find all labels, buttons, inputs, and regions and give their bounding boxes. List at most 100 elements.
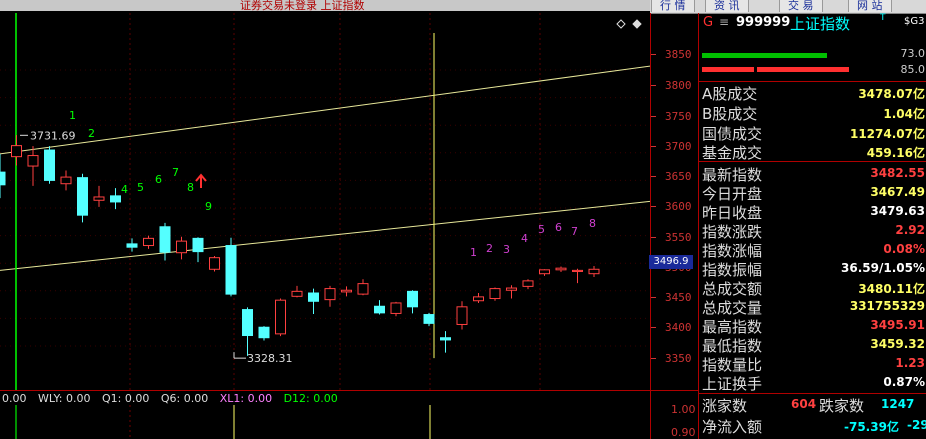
price-tick: 3750 <box>651 110 692 123</box>
count-label: 8 <box>187 181 194 194</box>
advancers-count: 604 <box>791 397 817 411</box>
stat-row: 指数振幅 36.59/1.05% <box>699 259 926 279</box>
count-label: 2 <box>486 242 493 255</box>
count-label: 7 <box>571 225 578 238</box>
price-tick: 3650 <box>651 170 692 183</box>
stat-row: 指数涨幅 0.08% <box>699 240 926 260</box>
stat-value: 3495.91 <box>870 318 925 332</box>
candle-body[interactable] <box>522 280 534 287</box>
candle-body[interactable] <box>126 243 138 248</box>
candle-body[interactable] <box>390 302 402 314</box>
candle-body[interactable] <box>489 288 501 300</box>
indicator-panel[interactable]: 0.00 WLY: 0.00 Q1: 0.00 Q6: 0.00 XL1: 0.… <box>0 391 650 439</box>
candle-body[interactable] <box>27 155 39 167</box>
nav-trade-button[interactable]: 交 易 <box>779 0 823 12</box>
candle-body[interactable] <box>539 269 550 275</box>
trend-line-upper[interactable] <box>0 65 650 155</box>
candle-body[interactable] <box>308 292 319 302</box>
ratio-bar-red <box>702 67 754 72</box>
ratio-value-1: 73.0 <box>900 47 926 60</box>
trend-line-lower[interactable] <box>0 200 650 271</box>
candle-body[interactable] <box>374 305 385 314</box>
candle-body[interactable] <box>110 195 121 203</box>
stat-label: 昨日收盘 <box>702 204 763 222</box>
divider <box>699 393 926 394</box>
candle-body[interactable] <box>209 257 220 270</box>
candle-body[interactable] <box>143 237 154 247</box>
candle-body[interactable] <box>192 237 204 253</box>
stat-label: 指数振幅 <box>702 261 763 279</box>
count-label: 2 <box>88 127 95 140</box>
candle-body[interactable] <box>44 149 55 181</box>
count-label: 1 <box>69 109 76 122</box>
diamond-icon[interactable] <box>632 19 642 29</box>
candle-body[interactable] <box>275 299 286 335</box>
indicator-tick: 0.90 <box>671 426 696 439</box>
candle-body[interactable] <box>572 269 583 272</box>
nav-news-button[interactable]: 资 讯 <box>705 0 749 12</box>
nav-quotes-button[interactable]: 行 情 <box>651 0 695 12</box>
nav-web-button[interactable]: 网 站 <box>848 0 892 12</box>
market-breadth: 涨家数 604 跌家数 1247 净流入额 -75.39亿 -29 <box>699 394 926 439</box>
stat-row: 指数涨跌 2.92 <box>699 221 926 241</box>
count-label: 1 <box>470 246 477 259</box>
stat-row: 指数量比 1.23 <box>699 354 926 374</box>
stat-label: 指数量比 <box>702 356 763 374</box>
candle-body[interactable] <box>456 306 468 325</box>
count-label: 6 <box>155 173 162 186</box>
candle-body[interactable] <box>341 289 352 293</box>
indicator-tick: 1.00 <box>671 403 696 416</box>
candle-body[interactable] <box>473 296 484 302</box>
diamond-outline-icon[interactable] <box>616 19 626 29</box>
stat-value: 0.87% <box>883 375 925 389</box>
stat-row: 今日开盘 3467.49 <box>699 183 926 203</box>
candle-body[interactable] <box>324 288 336 301</box>
arrow-up-icon <box>195 173 207 188</box>
indicator-left-value: 0.00 <box>2 392 27 405</box>
candle-body[interactable] <box>407 290 418 308</box>
candle-body[interactable] <box>588 268 600 275</box>
candle-body[interactable] <box>506 287 517 291</box>
candle-body[interactable] <box>60 176 72 185</box>
stat-row: 国债成交 11274.07亿 <box>699 123 926 143</box>
stat-label: 最新指数 <box>702 166 763 184</box>
divider <box>699 161 926 162</box>
indicator-q1: Q1: 0.00 <box>102 392 150 405</box>
candle-body[interactable] <box>440 337 451 341</box>
stat-label: 基金成交 <box>702 144 763 162</box>
candle-body[interactable] <box>11 145 22 158</box>
indicator-d12: D12: 0.00 <box>283 392 338 405</box>
stat-value: 36.59/1.05% <box>841 261 925 275</box>
candle-body[interactable] <box>258 326 270 339</box>
stat-row: A股成交 3478.07亿 <box>699 83 926 103</box>
stat-value: 459.16亿 <box>866 146 925 160</box>
candle-body[interactable] <box>423 314 435 324</box>
candle-body[interactable] <box>176 240 187 254</box>
candle-body[interactable] <box>555 267 567 271</box>
candle-body[interactable] <box>93 196 105 201</box>
candle-body[interactable] <box>225 245 237 295</box>
stat-value: 0.08% <box>883 242 925 256</box>
candle-body[interactable] <box>159 226 171 253</box>
stat-row: 上证换手 0.87% <box>699 373 926 393</box>
count-label: 7 <box>172 166 179 179</box>
stat-label: B股成交 <box>702 105 758 123</box>
stat-value: 3459.32 <box>870 337 925 351</box>
menu-icon[interactable]: ≡ <box>719 15 730 29</box>
candlestick-chart[interactable]: 3731.69 3328.31 1 2 4 5 6 7 8 9 1 2 3 4 5 6 7 8 <box>0 13 650 390</box>
index-ext-code: $G3 <box>904 16 925 27</box>
stat-value: 3482.55 <box>870 166 925 180</box>
decliners-count: 1247 <box>881 397 915 411</box>
stat-value: 3478.07亿 <box>858 87 925 101</box>
candle-body[interactable] <box>0 171 6 186</box>
index-code: 999999 <box>736 15 791 30</box>
ratio-value-2: 85.0 <box>900 63 926 76</box>
candle-body[interactable] <box>242 309 253 337</box>
candle-body[interactable] <box>357 283 369 295</box>
candle-body[interactable] <box>291 290 303 297</box>
window-title: 证券交易未登录 上证指数 <box>240 0 365 12</box>
price-axis: 3850 3800 3750 3700 3650 3600 3550 3500 … <box>649 13 697 390</box>
candle-body[interactable] <box>77 177 88 216</box>
stat-label: 总成交量 <box>702 299 763 317</box>
